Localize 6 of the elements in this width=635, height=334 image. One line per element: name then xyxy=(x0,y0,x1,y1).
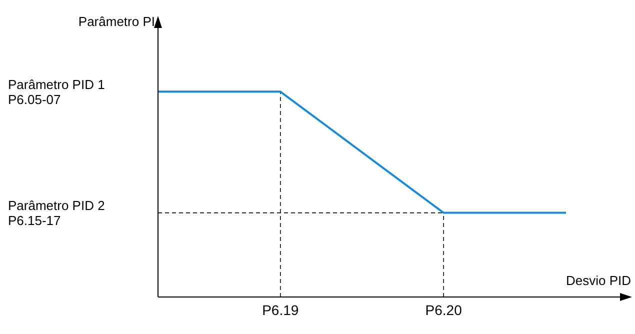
x-tick-label: P6.20 xyxy=(425,302,462,318)
x-axis-title: Desvio PID xyxy=(566,273,631,288)
ref-line-label: Parâmetro PID 2 P6.15-17 xyxy=(8,198,105,228)
x-tick-label: P6.19 xyxy=(262,302,299,318)
text: Parâmetro PID 1 P6.05-07 xyxy=(8,76,105,107)
y-axis-title: Parâmetro PI xyxy=(78,14,155,29)
